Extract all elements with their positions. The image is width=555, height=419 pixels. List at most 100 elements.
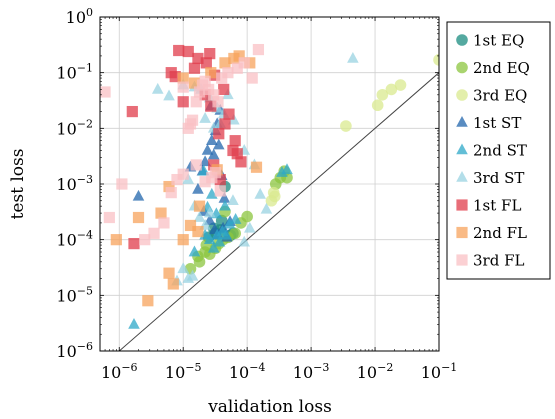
legend: 1st EQ 2nd EQ 3rd EQ 1st ST 2nd ST 3rd ST 1st … [446, 21, 551, 280]
legend-marker-3 [456, 116, 468, 127]
point-s8-11 [190, 96, 202, 108]
point-s1-8 [229, 227, 241, 240]
point-s4-14 [281, 163, 293, 175]
y-tick-label-5: 10−1 [56, 62, 93, 83]
axis-ticks [100, 16, 440, 352]
point-s2-2 [385, 83, 398, 96]
data-points [100, 43, 439, 329]
point-s5-0 [151, 82, 164, 94]
legend-label-5: 3rd ST [473, 169, 524, 187]
point-s4-8 [223, 217, 236, 229]
x-tick-label-0: 10−6 [101, 361, 138, 382]
point-s7-5 [177, 234, 189, 246]
point-s6-18 [126, 105, 138, 118]
point-s8-30 [214, 185, 226, 197]
point-s8-25 [184, 118, 197, 130]
legend-label-7: 2nd FL [473, 224, 527, 242]
legend-label-1: 2nd EQ [473, 59, 530, 77]
point-s7-11 [219, 57, 231, 69]
point-s8-12 [193, 86, 206, 98]
point-s6-16 [231, 148, 243, 160]
point-s8-23 [252, 43, 265, 56]
point-s3-15 [199, 155, 211, 167]
point-s6-5 [192, 52, 204, 65]
point-s6-23 [177, 96, 189, 108]
point-s5-25 [186, 269, 199, 281]
point-s8-27 [199, 176, 211, 188]
point-s5-5 [199, 112, 211, 123]
point-s8-6 [165, 187, 177, 199]
point-s7-19 [250, 161, 263, 173]
point-s2-8 [267, 186, 280, 199]
point-s8-14 [199, 75, 211, 87]
point-s8-1 [103, 211, 115, 224]
y-tick-label-6: 100 [66, 6, 93, 27]
point-s7-8 [177, 72, 189, 84]
point-s8-4 [148, 227, 160, 239]
point-s8-18 [216, 72, 228, 84]
legend-label-6: 1st FL [473, 197, 521, 215]
point-s5-21 [203, 206, 216, 218]
point-s8-7 [171, 173, 183, 186]
point-s8-0 [100, 86, 111, 98]
point-s4-15 [188, 245, 201, 257]
point-s7-15 [163, 180, 175, 193]
point-s7-7 [192, 225, 204, 238]
y-tick-label-1: 10−5 [56, 284, 93, 305]
x-tick-label-5: 10−1 [421, 361, 458, 382]
point-s4-5 [213, 235, 226, 247]
point-s3-7 [212, 138, 225, 150]
point-s7-4 [167, 278, 179, 290]
point-s8-20 [231, 62, 243, 74]
point-s8-16 [208, 89, 220, 101]
point-s8-5 [158, 217, 170, 229]
point-s6-17 [235, 156, 247, 168]
point-s5-23 [227, 194, 239, 206]
x-tick-label-3: 10−3 [293, 361, 330, 382]
point-s6-7 [204, 48, 216, 60]
point-s4-0 [128, 317, 140, 329]
legend-marker-1 [456, 61, 468, 74]
x-tick-labels: 10−6 10−5 10−4 10−3 10−2 10−1 [101, 361, 457, 382]
point-s6-12 [219, 118, 231, 130]
point-s8-26 [190, 159, 202, 171]
point-s6-0 [173, 44, 185, 57]
x-tick-label-2: 10−4 [229, 361, 266, 382]
point-s8-8 [177, 168, 189, 180]
point-s7-16 [142, 295, 154, 307]
legend-label-3: 1st ST [473, 114, 521, 132]
point-s8-19 [222, 67, 234, 79]
point-s8-21 [238, 57, 250, 69]
y-tick-label-2: 10−4 [56, 229, 93, 250]
point-s6-3 [182, 45, 194, 58]
legend-label-8: 3rd FL [473, 252, 524, 270]
point-s8-17 [212, 96, 224, 108]
legend-marker-5 [456, 171, 468, 182]
point-s4-3 [207, 241, 220, 253]
legend-marker-6 [456, 199, 468, 211]
point-s5-1 [163, 89, 175, 101]
point-s2-1 [394, 79, 407, 91]
point-s8-3 [139, 234, 151, 246]
point-s7-13 [233, 50, 245, 62]
point-s7-9 [188, 77, 201, 89]
point-s7-17 [193, 200, 206, 212]
point-s6-6 [200, 57, 212, 69]
point-s4-7 [220, 228, 232, 240]
point-s5-28 [347, 51, 359, 63]
point-s3-19 [207, 148, 220, 160]
point-s7-2 [155, 207, 167, 219]
point-s3-0 [132, 189, 145, 201]
point-s6-10 [205, 100, 217, 112]
point-s5-27 [177, 262, 190, 274]
point-s3-4 [201, 143, 214, 155]
point-s5-16 [260, 202, 273, 214]
legend-marker-7 [456, 226, 468, 239]
point-s6-22 [218, 83, 230, 96]
legend-label-0: 1st EQ [473, 32, 524, 50]
point-s8-24 [177, 81, 189, 93]
point-s7-10 [205, 67, 217, 79]
point-s8-22 [246, 72, 258, 84]
x-tick-label-1: 10−5 [165, 361, 202, 382]
legend-marker-4 [456, 143, 468, 155]
